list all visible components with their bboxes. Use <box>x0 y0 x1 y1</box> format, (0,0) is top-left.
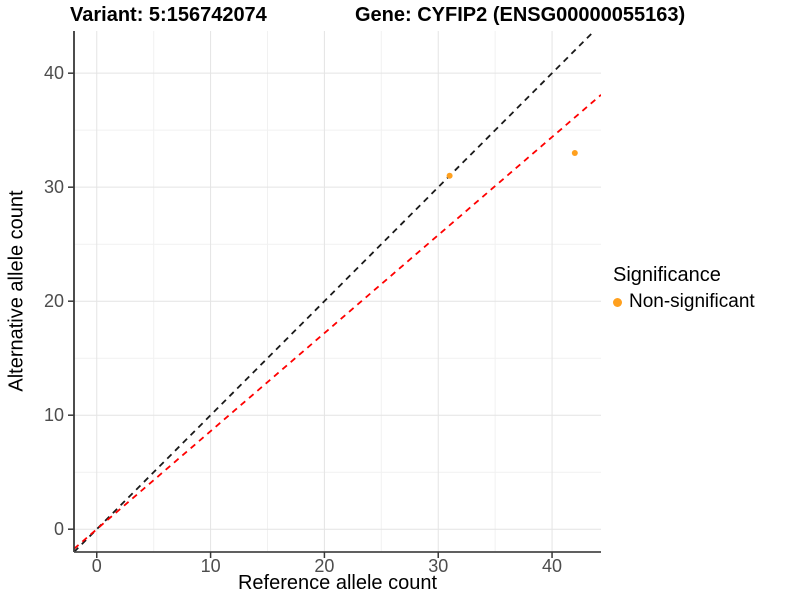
gene-title: Gene: CYFIP2 (ENSG00000055163) <box>355 4 686 26</box>
legend: Significance Non-significant <box>613 264 755 313</box>
x-axis-title: Reference allele count <box>237 572 437 594</box>
identity-line <box>74 31 596 552</box>
expected-ratio-line <box>74 94 601 550</box>
data-point <box>446 172 453 179</box>
y-tick-label: 10 <box>44 405 64 425</box>
x-tick-label: 20 <box>314 556 334 576</box>
non-significant-point-icon <box>613 297 622 307</box>
x-tick-label: 10 <box>201 556 221 576</box>
legend-item-label: Non-significant <box>629 291 755 312</box>
legend-title: Significance <box>613 264 721 286</box>
x-tick-label: 30 <box>428 556 448 576</box>
x-tick-label: 40 <box>542 556 562 576</box>
y-tick-label: 20 <box>44 291 64 311</box>
x-tick-label: 0 <box>92 556 102 576</box>
legend-item-non-significant: Non-significant <box>613 291 755 313</box>
y-axis-title: Alternative allele count <box>5 190 28 392</box>
y-tick-label: 30 <box>44 177 64 197</box>
variant-title: Variant: 5:156742074 <box>70 4 267 26</box>
y-tick-label: 40 <box>44 63 64 83</box>
data-point <box>571 149 578 156</box>
y-tick-label: 0 <box>54 519 64 539</box>
